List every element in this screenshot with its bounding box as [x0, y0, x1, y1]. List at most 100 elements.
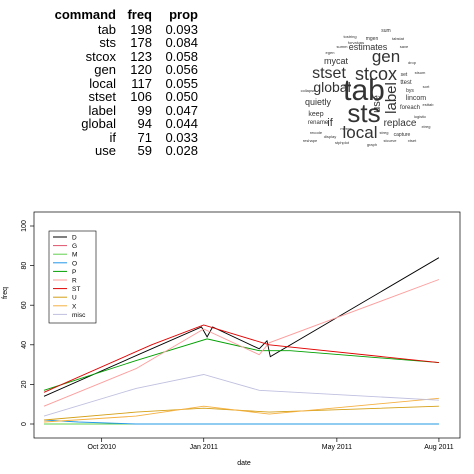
word-cloud-word: bys: [406, 88, 414, 94]
word-cloud-word: mgen: [366, 36, 379, 42]
word-cloud-word: lincom: [406, 95, 426, 102]
table-cell-prop: 0.055: [165, 75, 198, 91]
word-cloud-word: sts: [347, 98, 380, 128]
table-cell-prop: 0.056: [165, 62, 198, 77]
series-line-r: [43, 279, 440, 407]
word-cloud-word: stset: [312, 65, 346, 82]
plot-frame: [33, 211, 461, 439]
table-cell-command: use: [95, 143, 116, 158]
legend-label: G: [72, 243, 77, 250]
table-cell-command: if: [109, 129, 117, 145]
word-cloud-word: drop: [408, 60, 417, 65]
word-cloud-word: local: [343, 123, 378, 142]
word-cloud-word: recode: [310, 130, 323, 135]
series-line-p: [43, 338, 439, 391]
table-row: stset 106 0.050: [48, 90, 202, 104]
command-frequency-table: command freq prop tab 198 0.093 sts 178 0.084…: [48, 7, 202, 158]
word-cloud-word: estimates: [349, 42, 388, 52]
series-line-d: [43, 257, 440, 397]
word-cloud-word: stphplot: [335, 140, 350, 145]
command-frequency-line-chart: date freq 0 20 40 60 80 100 Oct 2010 Jan 2011 Ma…: [2, 211, 461, 467]
table-cell-command: local: [89, 75, 116, 91]
table-cell-prop: 0.084: [165, 35, 198, 50]
word-cloud-word: sum: [381, 28, 390, 34]
word-cloud-word: stcox: [355, 64, 397, 84]
word-cloud-word: label: [383, 82, 400, 114]
table-row: stcox 123 0.058: [48, 48, 202, 64]
word-cloud-word: foreach: [400, 105, 420, 111]
table-cell-prop: 0.050: [165, 89, 198, 104]
table-cell-freq: 178: [130, 35, 152, 50]
y-tick-label: 100: [21, 220, 28, 232]
table-row: global 94 0.044: [48, 117, 202, 131]
table-row: tab 198 0.093: [48, 21, 202, 37]
word-cloud-word: egen: [326, 50, 335, 55]
legend-label: M: [72, 252, 77, 259]
word-cloud-word: forvalues: [348, 40, 364, 45]
table-cell-prop: 0.093: [165, 21, 198, 37]
legend-label: misc: [72, 312, 86, 319]
y-tick-label: 40: [21, 341, 28, 349]
table-cell-freq: 117: [131, 75, 152, 91]
x-tick-label: Oct 2010: [87, 444, 116, 451]
y-tick-label: 80: [21, 262, 28, 270]
legend-label: D: [72, 235, 77, 242]
table-row: sts 178 0.084: [48, 36, 202, 50]
table-cell-command: sts: [99, 35, 116, 50]
table-cell-command: stset: [88, 89, 116, 104]
table-cell-freq: 123: [130, 48, 152, 64]
x-tick-label: Jan 2011: [190, 444, 218, 451]
y-tick-label: 0: [21, 422, 28, 426]
word-cloud-word: logistic: [414, 114, 426, 119]
table-cell-prop: 0.044: [165, 116, 198, 131]
x-tick-label: Aug 2011: [424, 444, 454, 451]
table-cell-freq: 94: [137, 116, 152, 131]
word-cloud-word: sort: [423, 84, 431, 89]
series-line-st: [43, 324, 439, 393]
series-line-o: [43, 419, 439, 425]
x-tick-label: May 2011: [322, 444, 352, 451]
word-cloud-word: tabstat: [392, 36, 405, 41]
word-cloud-word: use: [371, 95, 383, 113]
word-cloud-word: if: [327, 117, 333, 129]
table-cell-command: stcox: [85, 48, 116, 64]
series-line-x: [43, 397, 439, 423]
table-cell-prop: 0.033: [165, 129, 198, 145]
table-cell-freq: 71: [137, 129, 152, 145]
word-cloud-word: stcurve: [384, 138, 398, 143]
table-cell-freq: 59: [137, 143, 152, 158]
word-cloud-word: keep: [308, 111, 323, 118]
table-cell-prop: 0.058: [165, 48, 198, 64]
word-cloud-word: merge: [340, 126, 352, 131]
table-cell-prop: 0.047: [165, 102, 198, 118]
legend-label: O: [72, 260, 77, 267]
table-cell-prop: 0.028: [165, 143, 198, 158]
table-header-prop: prop: [169, 7, 198, 22]
table-cell-command: global: [81, 116, 116, 131]
legend-label: X: [72, 303, 77, 310]
word-cloud-word: rename: [308, 120, 329, 126]
word-cloud-word: replace: [384, 118, 417, 129]
word-cloud-word: reshape: [303, 138, 318, 143]
y-tick-label: 20: [21, 380, 28, 388]
word-cloud-word: esttab: [423, 102, 435, 107]
word-cloud-word: display: [324, 134, 336, 139]
table-cell-freq: 198: [130, 21, 152, 37]
table-header-freq: freq: [127, 7, 152, 22]
word-cloud-word: stsum: [415, 70, 426, 75]
table-row: use 59 0.028: [48, 144, 202, 158]
table-cell-freq: 120: [130, 62, 152, 77]
table-row: label 99 0.047: [48, 102, 202, 118]
table-header-command: command: [54, 7, 116, 22]
word-cloud-word: save: [400, 44, 409, 49]
table-header-row: command freq prop: [48, 7, 202, 23]
table-cell-command: label: [88, 102, 116, 118]
word-cloud-word: summ: [337, 44, 349, 49]
word-cloud-word: tab: [343, 74, 385, 107]
legend-label: U: [72, 295, 77, 302]
table-row: if 71 0.033: [48, 129, 202, 145]
table-cell-freq: 106: [130, 89, 152, 104]
legend-label: ST: [72, 286, 80, 293]
table-row: local 117 0.055: [48, 75, 202, 91]
word-cloud-word: quietly: [305, 97, 332, 107]
